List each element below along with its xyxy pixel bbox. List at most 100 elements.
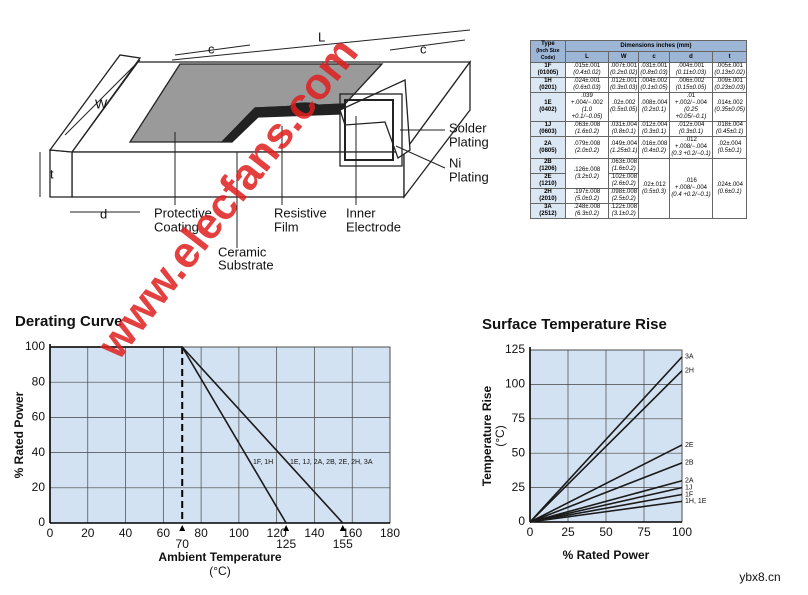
y-tick-label: 75 (512, 411, 526, 425)
marker-triangle (283, 525, 290, 531)
dimension-cell: .016±.008 (0.4±0.2) (638, 136, 670, 159)
mm-value: (1.6±0.2) (611, 166, 636, 172)
series-line (529, 356, 683, 523)
mm-value: (0.25 +0.05/−0.1) (675, 107, 707, 120)
part-label: Film (274, 219, 299, 234)
mm-value: (0.23±0.03) (714, 85, 745, 91)
dimension-cell: .016 +.008/−.004 (0.4 +0.2/−0.1) (668, 158, 714, 219)
dimension-lines (39, 29, 471, 248)
dim-line (64, 59, 141, 136)
mm-value: (2.6±0.2) (611, 181, 636, 187)
dim-label: c (208, 41, 215, 56)
x-axis-label: % Rated Power (563, 548, 650, 562)
type-cell: 1F (01005) (530, 62, 566, 78)
header-text: (Inch Size Code) (536, 48, 560, 61)
x-tick-label: 100 (672, 525, 692, 539)
header-cell: Type (Inch Size Code) (530, 40, 566, 63)
y-tick-label: 40 (32, 445, 46, 459)
dim-label: W (95, 96, 108, 111)
inch-value: .016 +.008/−.004 (674, 178, 708, 191)
inch-value: .016±.008 (640, 140, 668, 147)
type-cell: 2A (0805) (530, 136, 566, 159)
x-tick-label: 0 (527, 525, 534, 539)
y-tick-label: 125 (505, 342, 525, 356)
inch-value: .024±.001 (573, 78, 601, 84)
part-label: Electrode (346, 219, 401, 234)
inch-value: .031±.004 (610, 122, 638, 128)
dimension-cell: .02±.002 (0.5±0.05) (608, 92, 640, 122)
series-line (50, 346, 344, 524)
dimension-cell: .012±.004 (0.3±0.1) (668, 121, 714, 137)
part-label: Ceramic (218, 244, 267, 259)
type-text: 2H (544, 189, 552, 195)
series-line (529, 500, 683, 523)
dimension-cell: .031±.004 (0.8±0.1) (608, 121, 640, 137)
x-tick-label: 100 (229, 526, 249, 540)
type-cell: 3A (2512) (530, 203, 566, 219)
series-label: 1F, 1H (253, 459, 273, 466)
dimension-cell: .012 +.008/−.004 (0.3 +0.2/−0.1) (668, 136, 714, 159)
marker-triangle (179, 525, 186, 531)
part-label: Inner (346, 205, 376, 220)
series-label: 2B (685, 460, 694, 467)
y-tick-label: 20 (32, 480, 46, 494)
dimension-cell: .005±.001 (0.13±0.02) (712, 62, 747, 78)
inch-value: .024±.004 (716, 181, 743, 188)
mm-value: (0.6±0.1) (717, 188, 742, 195)
inch-value: .126±.008 (573, 166, 601, 173)
type-text: 1J (544, 122, 552, 128)
column-header: L (564, 51, 610, 63)
inch-value: .005±.001 (716, 63, 743, 69)
chart-title: Derating Curve (15, 313, 123, 330)
dimension-cell: .079±.008 (2.0±0.2) (564, 136, 610, 159)
dimension-cell: .004±.002 (0.1±0.05) (638, 77, 670, 93)
mm-value: (0.45±0.1) (716, 129, 744, 135)
inch-value: .009±.001 (716, 78, 743, 84)
mm-value: (0.5±0.1) (717, 147, 742, 154)
dimension-cell: .007±.001 (0.2±0.02) (608, 62, 640, 78)
inch-value: .012±.001 (610, 78, 638, 84)
inch-value: .018±.004 (716, 122, 743, 128)
column-header: d (668, 51, 714, 63)
mm-value: (0.15±0.05) (675, 85, 707, 91)
mm-value: (5.0±0.2) (574, 196, 599, 202)
type-cell: 2B (1206) (530, 158, 566, 174)
inch-value: .063±.008 (573, 122, 601, 128)
x-tick-label: 75 (637, 525, 651, 539)
inch-value: .015±.001 (573, 63, 601, 69)
inch-value: .122±.008 (610, 204, 638, 210)
inch-value: .008±.004 (640, 100, 668, 106)
dimension-cell: .012±.004 (0.3±0.1) (638, 121, 670, 137)
y-axis-label: Temperature Rise (480, 385, 494, 486)
dimension-cell: .049±.004 (1.25±0.1) (608, 136, 640, 159)
series-label: 1E, 1J, 2A, 2B, 2E, 2H, 3A (290, 459, 373, 466)
dimension-cell: .012±.001 (0.3±0.03) (608, 77, 640, 93)
dimension-cell: .004±.001 (0.11±0.03) (668, 62, 714, 78)
x-tick-label: 60 (157, 526, 171, 540)
table-row: 1J (0603) .063±.008 (1.6±0.2) .031±.004 (0.8±… (530, 121, 747, 137)
dimension-cell: .197±.008 (5.0±0.2) (564, 188, 610, 204)
series-line (529, 370, 683, 523)
inch-value: .012 +.008/−.004 (674, 137, 708, 150)
inch-value: .012±.004 (677, 122, 705, 128)
dimension-cell: .039 +.004/−.002 (1.0 +0.1/−0.05) (564, 92, 610, 122)
table-row: 3A (2512) .248±.008 (6.3±0.2) .122±.008 (3.1±… (530, 203, 747, 219)
dimension-cell: .014±.002 (0.35±0.05) (712, 92, 747, 122)
inner-electrode-edge (344, 99, 394, 161)
code-text: (1210) (539, 181, 557, 187)
code-text: (0201) (539, 85, 557, 91)
part-label: Plating (449, 169, 489, 184)
inch-value: .063±.008 (610, 159, 638, 165)
mm-value: (0.4 +0.2/−0.1) (671, 192, 711, 198)
y-tick-label: 80 (32, 374, 46, 388)
inch-value: .248±.008 (573, 204, 601, 210)
type-cell: 1H (0201) (530, 77, 566, 93)
mm-value: (0.4±0.2) (642, 147, 667, 154)
part-label: Protective (154, 205, 212, 220)
column-header: t (712, 51, 747, 63)
x-tick-label: 80 (194, 526, 208, 540)
type-text: 3A (544, 204, 552, 210)
mm-value: (0.1±0.05) (640, 85, 668, 91)
series-label: 1F (685, 491, 693, 498)
